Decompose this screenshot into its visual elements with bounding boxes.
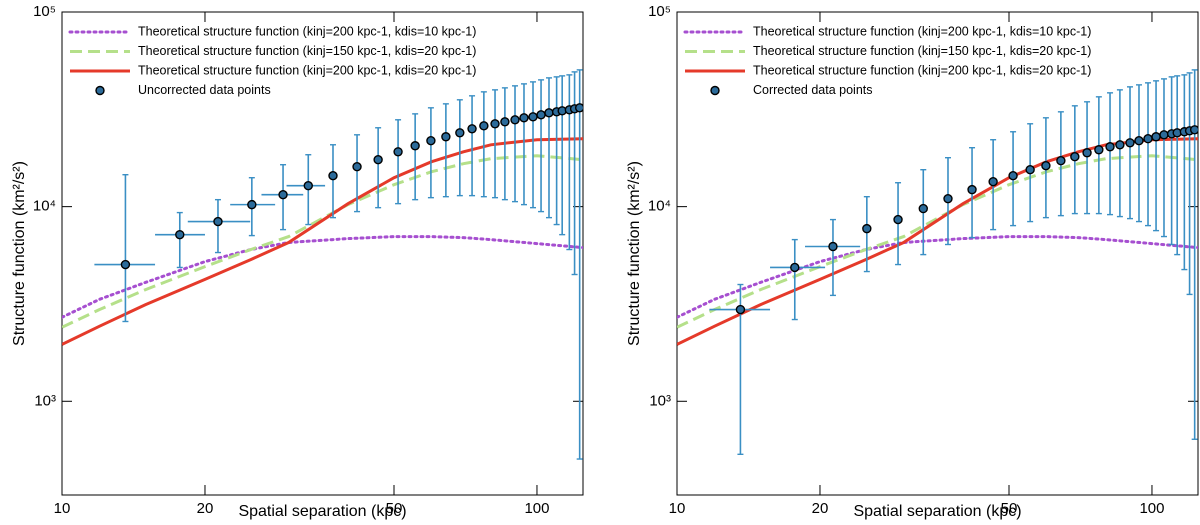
data-point [1008,171,1018,181]
data-point [735,304,746,315]
data-point [120,259,131,270]
x-tick-label: 100 [1139,500,1164,517]
y-tick-label: 10⁴ [33,198,56,215]
x-tick-label: 10 [54,500,71,517]
y-axis-label: Structure function (km²/s²) [11,161,28,346]
legend-marker [710,85,720,96]
data-point [528,112,538,122]
plot-area [677,69,1198,456]
data-point [519,113,529,123]
x-tick-label: 100 [524,500,549,517]
y-tick-label: 10⁵ [33,3,56,20]
data-point [862,223,872,234]
data-point [918,203,928,214]
legend-label: Theoretical structure function (kinj=200… [753,24,1091,38]
y-axis-label: Structure function (km²/s²) [626,161,643,346]
legend-label: Theoretical structure function (kinj=150… [138,44,476,58]
plot-area [62,69,583,460]
y-tick-label: 10³ [649,392,671,409]
legend-label: Theoretical structure function (kinj=150… [753,44,1091,58]
data-point [1041,161,1051,171]
data-point [1151,132,1161,142]
data-point [943,193,953,204]
data-point [490,119,500,129]
data-point [574,103,583,113]
legend-label: Theoretical structure function (kinj=200… [753,63,1091,77]
plot-frame [61,11,584,496]
data-point [278,189,288,200]
data-point [790,262,800,273]
data-point [1082,148,1092,158]
data-point [1159,130,1169,140]
data-point [536,110,546,120]
data-point [967,184,977,195]
data-point [247,199,257,210]
data-point [1094,145,1104,155]
data-point [373,155,383,165]
data-point [479,121,489,131]
data-point [1189,125,1198,135]
data-point [393,147,403,157]
legend: Theoretical structure function (kinj=200… [683,24,1091,97]
model-line [677,235,1198,319]
y-tick-label: 10⁵ [648,3,671,20]
data-point [426,136,436,146]
data-point [410,141,420,151]
data-point [303,181,313,191]
legend-label: Uncorrected data points [138,83,271,97]
data-point [500,117,510,127]
data-point [828,241,838,252]
data-point [988,177,998,187]
y-tick-label: 10⁴ [648,198,671,215]
panel: 10 20 50 100 10³ 10⁴ 10⁵ Spatial separation (kp… [11,3,584,520]
data-point [328,171,338,181]
plot-frame [676,11,1199,496]
data-point [467,124,477,134]
data-point [213,216,223,227]
legend: Theoretical structure function (kinj=200… [68,24,476,97]
legend-marker [95,85,105,96]
legend-label: Theoretical structure function (kinj=200… [138,63,476,77]
data-point [510,115,520,125]
panel: 10 20 50 100 10³ 10⁴ 10⁵ Spatial separation (kp… [626,3,1199,520]
data-point [1125,138,1135,148]
model-line [62,235,583,319]
data-point [893,214,903,225]
data-point [1134,136,1144,146]
data-point [1143,134,1153,144]
data-point [1115,140,1125,150]
data-point [352,162,362,172]
x-tick-label: 50 [386,500,403,517]
legend-label: Corrected data points [753,83,873,97]
x-tick-label: 10 [669,500,686,517]
model-line [62,137,583,346]
data-point [441,132,451,142]
legend-label: Theoretical structure function (kinj=200… [138,24,476,38]
x-axis-label: Spatial separation (kpc) [853,503,1021,520]
x-tick-label: 50 [1001,500,1018,517]
data-point [455,128,465,138]
y-tick-label: 10³ [34,392,56,409]
data-point [1025,165,1035,175]
x-tick-label: 20 [197,500,214,517]
data-point [175,229,185,240]
data-point [544,108,554,118]
x-axis-label: Spatial separation (kpc) [238,503,406,520]
data-point [1105,142,1115,152]
x-tick-label: 20 [812,500,829,517]
data-point [1056,155,1066,166]
data-point [1070,152,1080,162]
